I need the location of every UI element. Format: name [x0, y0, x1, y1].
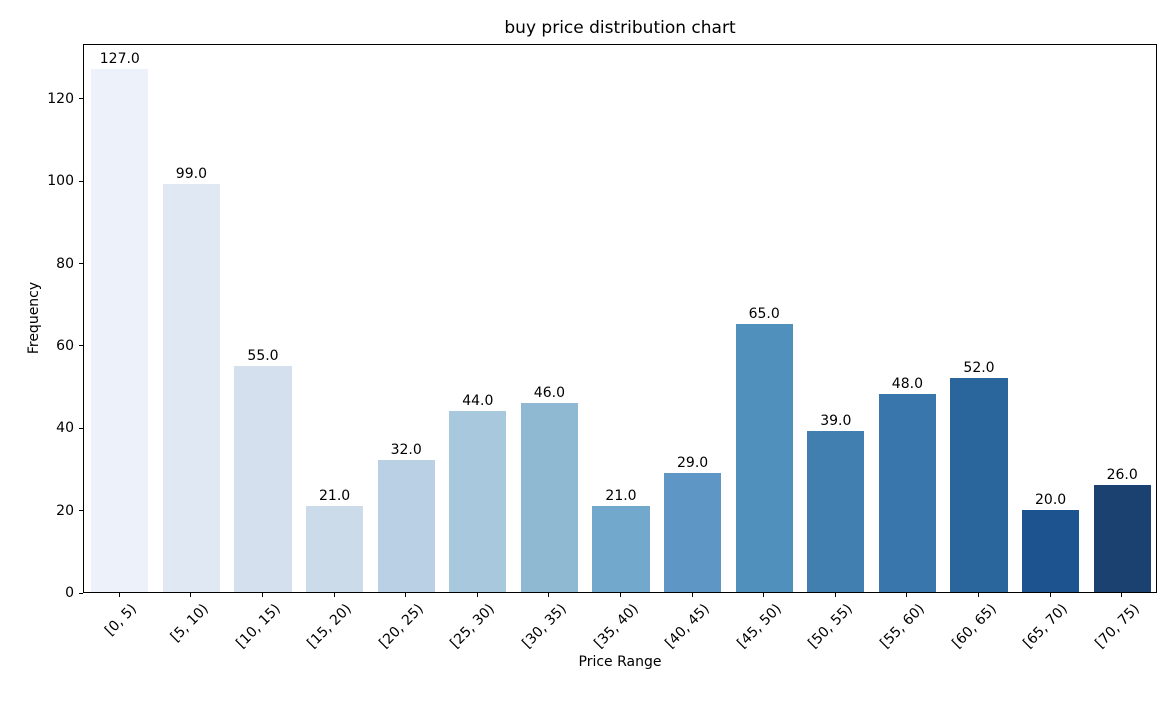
bar-value-label: 99.0: [175, 166, 207, 183]
y-tick-label: 100: [47, 173, 74, 190]
y-tick-label: 120: [47, 90, 74, 107]
x-tick-mark: [548, 593, 550, 597]
x-tick-mark: [763, 593, 765, 597]
x-tick-label: [0, 5): [102, 601, 141, 639]
bar: [305, 505, 364, 592]
x-tick-label: [40, 45): [662, 601, 713, 652]
y-tick-mark: [79, 345, 83, 347]
bar: [520, 402, 579, 592]
x-tick-label: [15, 20): [304, 601, 355, 652]
y-tick-mark: [79, 592, 83, 594]
x-tick-label: [35, 40): [590, 601, 642, 652]
bar-value-label: 44.0: [462, 392, 494, 409]
y-tick-mark: [79, 98, 83, 100]
bar: [807, 431, 865, 592]
bar-value-label: 52.0: [963, 359, 995, 376]
y-tick-label: 40: [56, 420, 74, 437]
x-tick-mark: [262, 593, 263, 597]
bar: [91, 69, 149, 592]
bar: [592, 505, 650, 592]
bar: [663, 472, 722, 592]
bar-value-label: 48.0: [891, 376, 923, 393]
bar-value-label: 21.0: [319, 487, 351, 504]
x-tick-mark: [834, 593, 836, 597]
x-tick-mark: [1049, 593, 1051, 597]
x-tick-mark: [190, 593, 192, 597]
bar: [950, 377, 1008, 592]
y-tick-mark: [79, 510, 83, 512]
x-tick-mark: [405, 593, 407, 597]
x-tick-mark: [118, 593, 120, 597]
bar: [1093, 484, 1151, 592]
chart-title: buy price distribution chart: [504, 18, 736, 38]
bar-value-label: 26.0: [1106, 466, 1138, 483]
bar-value-label: 55.0: [247, 347, 279, 364]
bar-value-label: 20.0: [1035, 491, 1067, 508]
y-tick-mark: [79, 180, 83, 182]
y-tick-label: 60: [56, 337, 74, 354]
y-tick-mark: [79, 263, 83, 265]
x-tick-label: [55, 60): [877, 601, 928, 652]
y-tick-label: 20: [56, 502, 74, 519]
x-tick-label: [50, 55): [805, 601, 857, 652]
bar: [162, 184, 221, 592]
x-tick-label: [30, 35): [519, 601, 570, 652]
bar-value-label: 127.0: [99, 51, 140, 68]
x-tick-label: [70, 75): [1091, 601, 1143, 652]
x-tick-mark: [691, 593, 693, 597]
bar: [735, 324, 793, 592]
x-tick-mark: [620, 593, 621, 597]
x-tick-label: [5, 10): [167, 601, 212, 646]
x-axis-label: Price Range: [578, 654, 662, 670]
bar: [234, 365, 292, 592]
x-tick-mark: [1121, 593, 1123, 597]
x-tick-mark: [333, 593, 335, 597]
y-tick-mark: [79, 427, 83, 429]
x-tick-label: [45, 50): [733, 601, 785, 652]
bar-value-label: 65.0: [748, 306, 780, 323]
bar-value-label: 39.0: [820, 413, 852, 430]
x-tick-label: [20, 25): [375, 601, 427, 652]
bar-value-label: 46.0: [533, 384, 565, 401]
bar: [449, 410, 507, 592]
x-tick-mark: [906, 593, 908, 597]
bar-value-label: 29.0: [677, 454, 709, 471]
x-tick-mark: [978, 593, 979, 597]
bar-value-label: 32.0: [390, 442, 422, 459]
y-tick-label: 80: [56, 255, 74, 272]
bar: [377, 460, 435, 592]
x-tick-label: [65, 70): [1020, 601, 1071, 652]
y-tick-label: 0: [65, 585, 74, 601]
x-tick-label: [60, 65): [948, 601, 1000, 652]
bar-value-label: 21.0: [605, 487, 637, 504]
bar: [878, 394, 937, 592]
x-tick-mark: [476, 593, 478, 597]
x-tick-label: [25, 30): [447, 601, 499, 652]
plot-area: 127.0 99.0 55.0 21.0 32.0 44.0 46.0 21.0 29.0 65.…: [83, 44, 1157, 593]
bar: [1021, 509, 1080, 592]
x-tick-label: [10, 15): [232, 601, 284, 652]
